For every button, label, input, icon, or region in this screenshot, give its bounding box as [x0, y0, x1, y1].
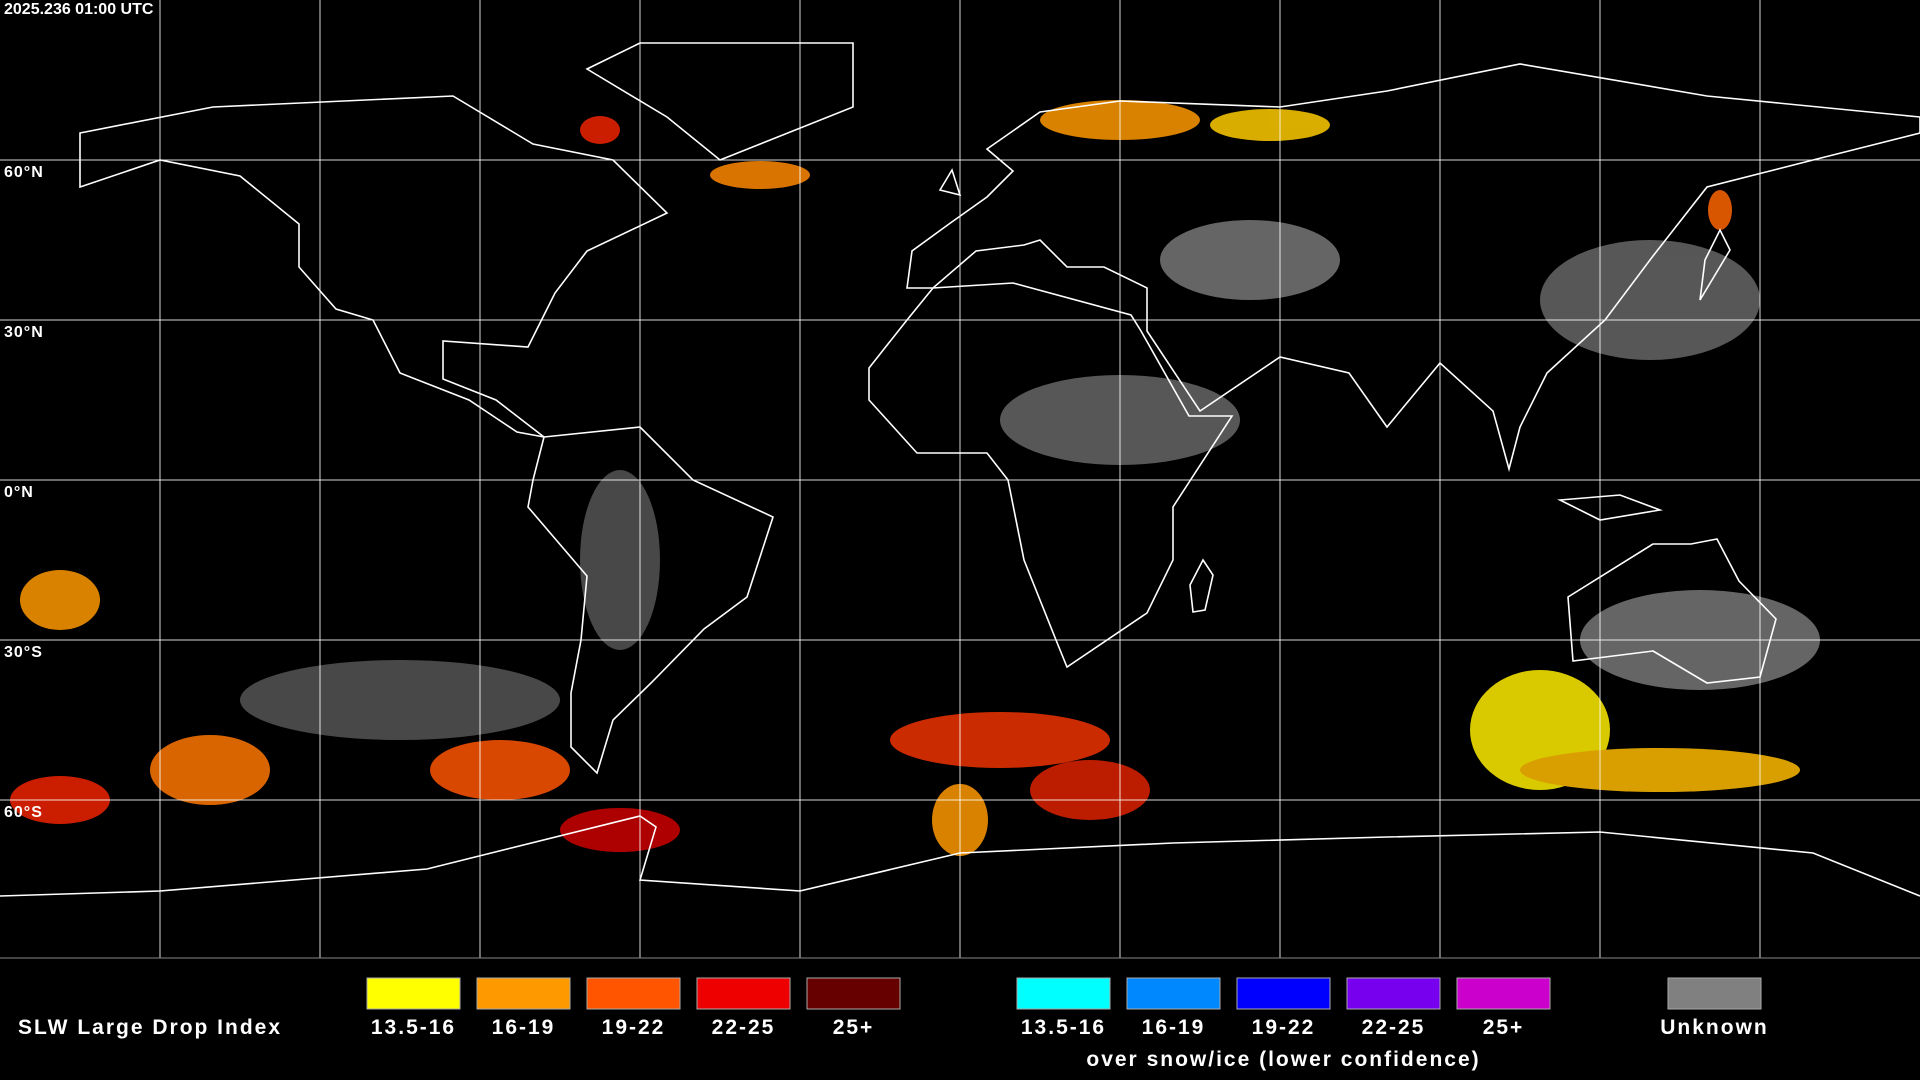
latitude-label: 30°N	[4, 324, 44, 341]
legend-label: 25+	[833, 1016, 875, 1039]
latitude-label: 30°S	[4, 644, 43, 661]
timestamp: 2025.236 01:00 UTC	[4, 1, 154, 18]
legend-label: 16-19	[1142, 1016, 1206, 1039]
legend-swatch	[1016, 977, 1111, 1010]
legend-swatch	[696, 977, 791, 1010]
legend-swatch	[1667, 977, 1762, 1010]
legend-swatch	[1126, 977, 1221, 1010]
legend-swatch	[1456, 977, 1551, 1010]
legend-label: 16-19	[492, 1016, 556, 1039]
legend-title: SLW Large Drop Index	[18, 1016, 282, 1039]
legend-swatch	[586, 977, 681, 1010]
legend-caption: over snow/ice (lower confidence)	[1086, 1048, 1480, 1071]
legend-label: 22-25	[1362, 1016, 1426, 1039]
legend-label: 25+	[1483, 1016, 1525, 1039]
legend-swatch	[1346, 977, 1441, 1010]
legend-swatch	[366, 977, 461, 1010]
legend-swatch	[806, 977, 901, 1010]
legend-label: 19-22	[602, 1016, 666, 1039]
graticule	[0, 0, 1920, 958]
legend-swatch	[476, 977, 571, 1010]
legend-label: Unknown	[1660, 1016, 1769, 1039]
latitude-label: 60°S	[4, 804, 43, 821]
legend-swatch	[1236, 977, 1331, 1010]
latitude-label: 0°N	[4, 484, 34, 501]
legend-label: 19-22	[1252, 1016, 1316, 1039]
legend-label: 13.5-16	[371, 1016, 456, 1039]
legend-label: 22-25	[712, 1016, 776, 1039]
legend-panel	[0, 958, 1920, 1080]
legend-label: 13.5-16	[1021, 1016, 1106, 1039]
latitude-label: 60°N	[4, 164, 44, 181]
